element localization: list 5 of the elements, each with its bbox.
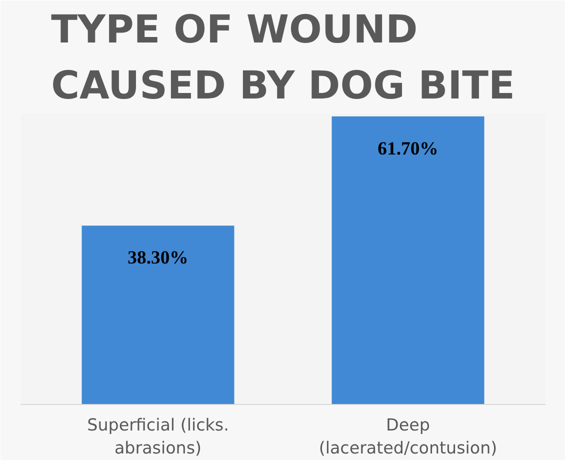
- data-label: 38.30%: [128, 248, 188, 269]
- x-tick-label: Superficial (licks. abrasions): [87, 416, 229, 458]
- data-label: 61.70%: [378, 138, 438, 160]
- x-tick-label: Deep (lacerated/contusion): [318, 416, 498, 458]
- chart-title: TYPE OF WOUND CAUSED BY DOG BITE: [51, 7, 515, 108]
